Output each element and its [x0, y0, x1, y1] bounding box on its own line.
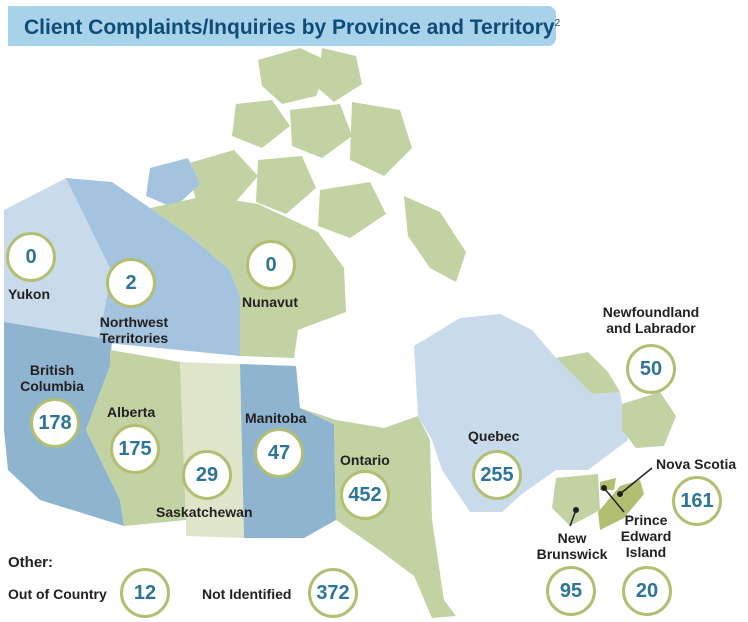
pei-label: Prince Edward Island — [620, 512, 672, 560]
quebec-count: 255 — [472, 450, 522, 500]
quebec-label: Quebec — [468, 428, 520, 444]
region-nb — [552, 474, 600, 526]
yukon-count: 0 — [6, 232, 56, 282]
title-text: Client Complaints/Inquiries by Province … — [24, 16, 555, 39]
region-ns — [598, 480, 644, 530]
nunavut-count: 0 — [246, 240, 296, 290]
saskatchewan-count: 29 — [182, 450, 232, 500]
out-of-country-count: 12 — [120, 568, 170, 618]
map-title: Client Complaints/Inquiries by Province … — [24, 16, 560, 40]
out-of-country-label: Out of Country — [8, 586, 107, 602]
manitoba-count: 47 — [254, 428, 304, 478]
ns-count: 161 — [672, 476, 722, 526]
not-identified-label: Not Identified — [202, 586, 292, 602]
saskatchewan-label: Saskatchewan — [156, 504, 253, 520]
region-nl-island — [622, 392, 676, 448]
alberta-count: 175 — [110, 424, 160, 474]
nl-label: Newfoundland and Labrador — [602, 304, 700, 336]
alberta-label: Alberta — [107, 404, 156, 420]
nb-count: 95 — [546, 566, 596, 616]
arctic-island-blue — [146, 158, 200, 208]
bc-label: British Columbia — [20, 362, 84, 394]
arctic-islands — [186, 48, 466, 282]
leader-dots — [573, 485, 623, 513]
pei-count: 20 — [622, 566, 672, 616]
region-nwt — [66, 178, 240, 356]
region-yukon — [4, 178, 112, 342]
not-identified-count: 372 — [308, 568, 358, 618]
title-banner: Client Complaints/Inquiries by Province … — [8, 6, 560, 46]
ns-label: Nova Scotia — [656, 456, 737, 472]
nl-count: 50 — [626, 344, 676, 394]
ontario-label: Ontario — [340, 452, 390, 468]
region-quebec — [414, 314, 628, 512]
nb-label: New Brunswick — [536, 530, 608, 562]
nwt-label: Northwest Territories — [99, 314, 169, 346]
other-heading: Other: — [8, 554, 53, 571]
region-nunavut — [150, 196, 346, 358]
manitoba-label: Manitoba — [245, 410, 307, 426]
region-nl — [556, 352, 620, 394]
nunavut-label: Nunavut — [242, 294, 298, 310]
ontario-count: 452 — [340, 470, 390, 520]
yukon-label: Yukon — [8, 286, 51, 302]
title-footnote: 2 — [554, 18, 561, 29]
bc-count: 178 — [30, 398, 80, 448]
nwt-count: 2 — [106, 258, 156, 308]
